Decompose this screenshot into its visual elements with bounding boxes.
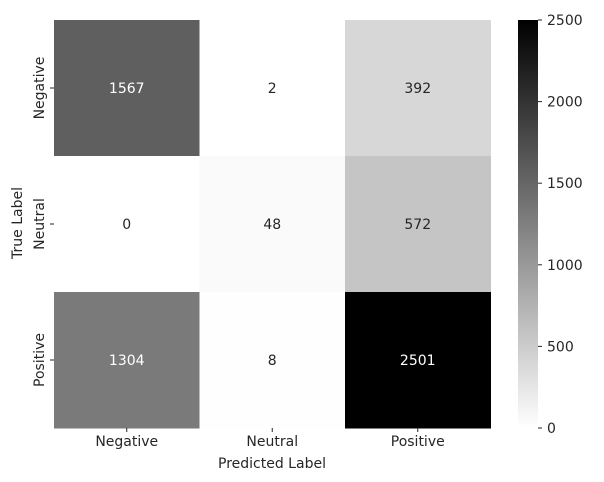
cell-value-label: 572 bbox=[404, 217, 431, 233]
y-axis-title: True Label bbox=[10, 187, 26, 260]
cell-value-label: 392 bbox=[404, 81, 431, 97]
cell-value-label: 2 bbox=[268, 81, 277, 97]
heatmap-cell-labels: 1567 2 392 0 48 572 1304 8 2501 bbox=[109, 81, 436, 369]
y-tick-label-positive: Positive bbox=[32, 333, 48, 387]
cell-value-label: 48 bbox=[263, 217, 281, 233]
heatmap-cell-negative-positive bbox=[345, 20, 491, 157]
x-tick-label-neutral: Neutral bbox=[246, 434, 298, 450]
colorbar-tick-label: 0 bbox=[547, 421, 556, 437]
heatmap-cell-positive-negative bbox=[54, 292, 200, 429]
colorbar-tick-label: 2000 bbox=[547, 95, 583, 111]
cell-value-label: 0 bbox=[122, 217, 131, 233]
colorbar-ticks: 0 500 1000 1500 2000 2500 bbox=[538, 13, 583, 437]
x-axis-ticks: Negative Neutral Positive bbox=[95, 428, 445, 450]
heatmap-cells bbox=[54, 20, 491, 429]
cell-value-label: 8 bbox=[268, 353, 277, 369]
heatmap-cell-neutral-negative bbox=[54, 156, 200, 293]
heatmap-cell-positive-neutral bbox=[199, 292, 346, 429]
heatmap-cell-neutral-neutral bbox=[199, 156, 346, 293]
heatmap-cell-neutral-positive bbox=[345, 156, 491, 293]
colorbar-tick-label: 2500 bbox=[547, 13, 583, 29]
colorbar bbox=[518, 20, 538, 428]
cell-value-label: 2501 bbox=[400, 353, 436, 369]
x-axis-title: Predicted Label bbox=[218, 456, 326, 472]
heatmap-cell-negative-neutral bbox=[199, 20, 346, 157]
y-axis-ticks: Negative Neutral Positive bbox=[32, 57, 54, 387]
x-tick-label-negative: Negative bbox=[95, 434, 158, 450]
heatmap-cell-positive-positive bbox=[345, 292, 491, 429]
x-tick-label-positive: Positive bbox=[391, 434, 445, 450]
colorbar-tick-label: 1000 bbox=[547, 258, 583, 274]
cell-value-label: 1567 bbox=[109, 81, 145, 97]
y-tick-label-negative: Negative bbox=[32, 57, 48, 120]
cell-value-label: 1304 bbox=[109, 353, 145, 369]
colorbar-tick-label: 1500 bbox=[547, 176, 583, 192]
y-tick-label-neutral: Neutral bbox=[32, 198, 48, 250]
heatmap-cell-negative-negative bbox=[54, 20, 200, 157]
colorbar-tick-label: 500 bbox=[547, 339, 574, 355]
